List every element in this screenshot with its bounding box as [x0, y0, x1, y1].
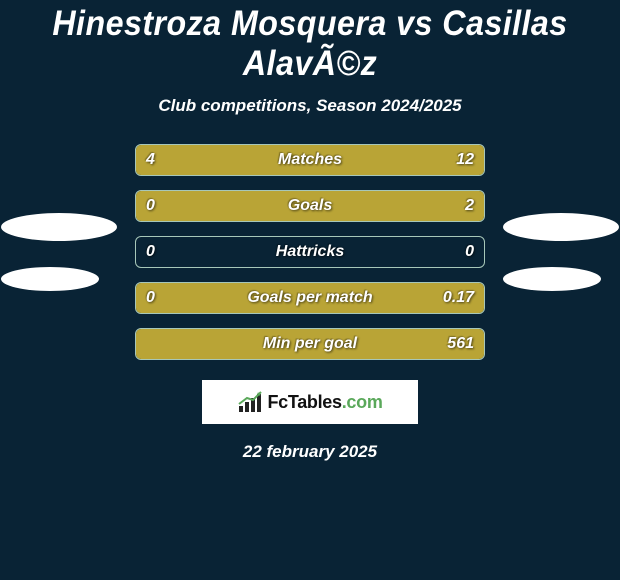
subtitle: Club competitions, Season 2024/2025 — [0, 96, 620, 116]
logo-icon — [237, 390, 265, 414]
bar-value-left: 0 — [146, 197, 155, 215]
bar-label: Min per goal — [263, 335, 357, 353]
right-ovals — [503, 213, 619, 291]
bar-value-left: 0 — [146, 289, 155, 307]
bar-value-left: 4 — [146, 151, 155, 169]
date-label: 22 february 2025 — [0, 442, 620, 462]
logo-text-b: .com — [342, 392, 383, 412]
bar-label: Hattricks — [276, 243, 344, 261]
bar-label: Goals — [288, 197, 332, 215]
right-oval-0 — [503, 213, 619, 241]
comparison-chart: 4 Matches 12 0 Goals 2 0 Hattricks 0 0 Goals per m… — [0, 144, 620, 360]
stat-bar: Min per goal 561 — [135, 328, 485, 360]
stat-bar: 0 Goals 2 — [135, 190, 485, 222]
logo-text: FcTables.com — [267, 392, 382, 413]
page-title: Hinestroza Mosquera vs Casillas AlavÃ©z — [25, 4, 595, 84]
bar-label: Matches — [278, 151, 342, 169]
bar-label: Goals per match — [247, 289, 372, 307]
left-oval-1 — [1, 267, 99, 291]
right-oval-1 — [503, 267, 601, 291]
logo-box: FcTables.com — [202, 380, 418, 424]
bar-value-right: 0 — [465, 243, 474, 261]
bar-value-right: 2 — [465, 197, 474, 215]
stat-bar: 0 Hattricks 0 — [135, 236, 485, 268]
bar-value-right: 12 — [456, 151, 474, 169]
bar-value-right: 0.17 — [443, 289, 474, 307]
logo-text-a: FcTables — [267, 392, 341, 412]
bar-value-right: 561 — [447, 335, 474, 353]
stats-comparison-card: Hinestroza Mosquera vs Casillas AlavÃ©z … — [0, 0, 620, 462]
left-ovals — [1, 213, 117, 291]
left-oval-0 — [1, 213, 117, 241]
bar-fill-right — [223, 145, 484, 175]
bar-value-left: 0 — [146, 243, 155, 261]
stat-bar: 4 Matches 12 — [135, 144, 485, 176]
bar-column: 4 Matches 12 0 Goals 2 0 Hattricks 0 0 Goals per m… — [135, 144, 485, 360]
stat-bar: 0 Goals per match 0.17 — [135, 282, 485, 314]
